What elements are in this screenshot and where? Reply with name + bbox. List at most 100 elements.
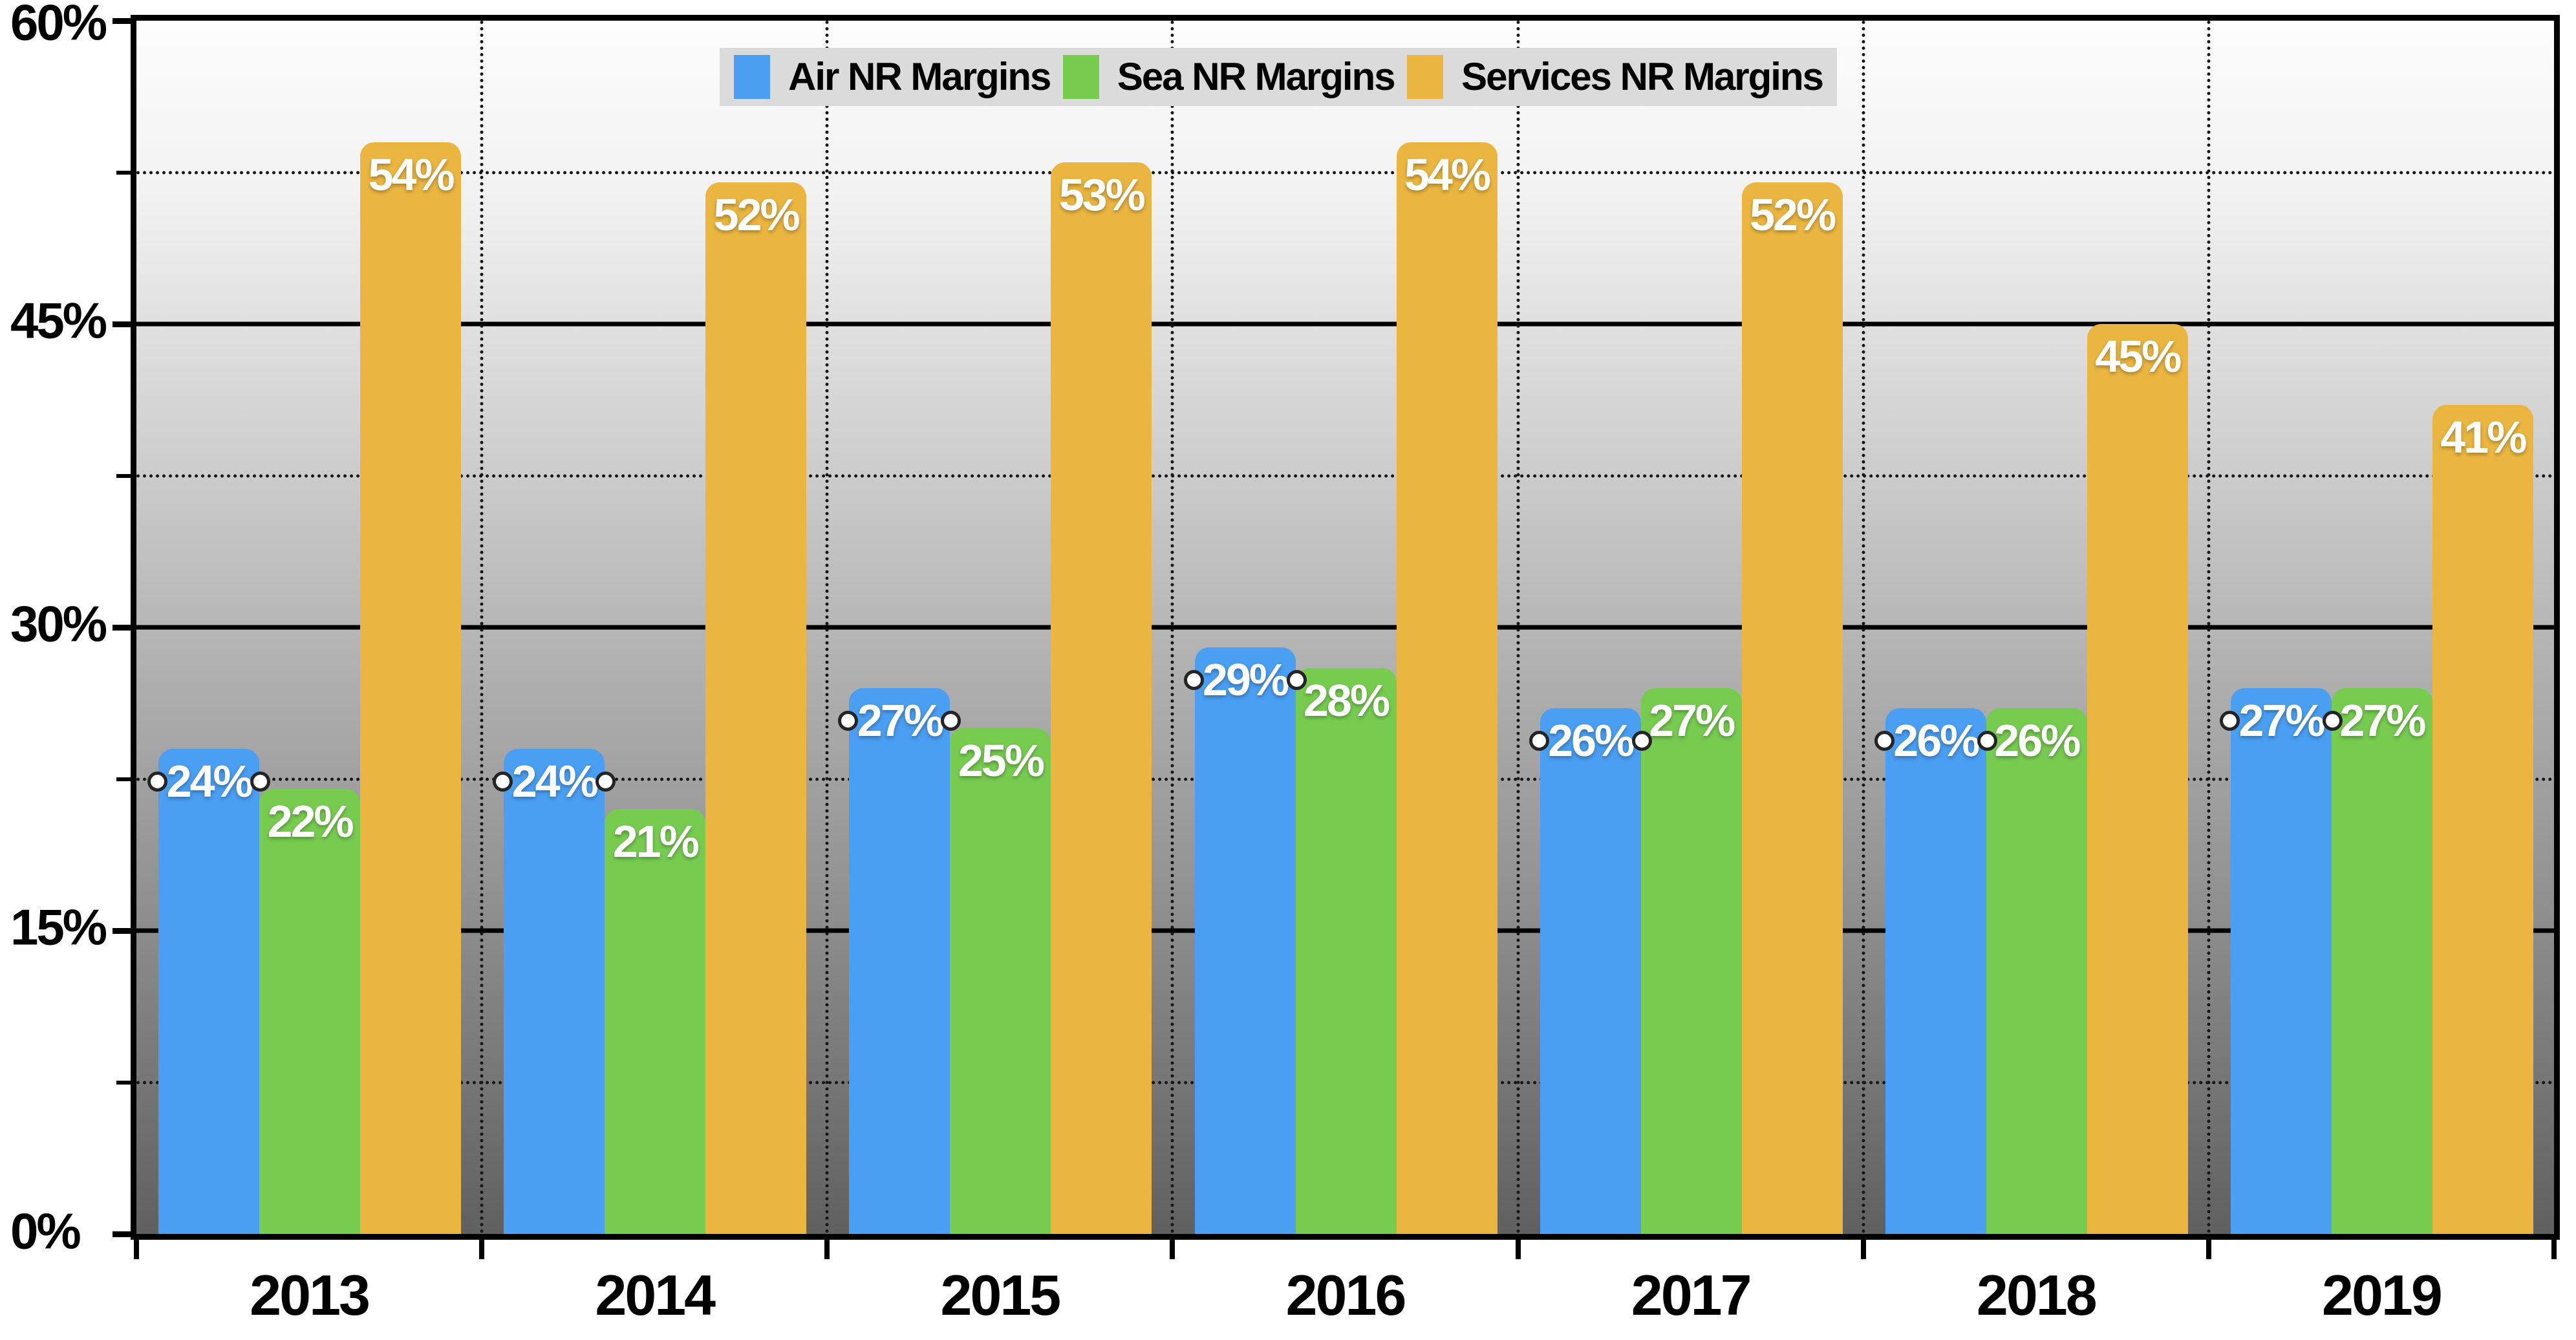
bar-group-2015: 27% 25% 53% bbox=[827, 21, 1172, 1234]
bar-group-2016: 29% 28% 54% bbox=[1172, 21, 1518, 1234]
bar-value-label: 21% bbox=[612, 816, 700, 867]
y-axis-label-45: 45% bbox=[10, 292, 107, 349]
edge-marker-icon[interactable] bbox=[1874, 731, 1894, 751]
edge-marker-icon[interactable] bbox=[1631, 731, 1652, 751]
y-axis-label-0: 0% bbox=[10, 1202, 81, 1260]
legend-item-services[interactable]: Services NR Margins bbox=[1407, 55, 1824, 99]
legend: Air NR Margins Sea NR Margins Services N… bbox=[720, 48, 1837, 106]
legend-swatch-sea-icon bbox=[1062, 55, 1099, 99]
bar-services-2013[interactable]: 54% bbox=[360, 142, 462, 1234]
bar-air-2017[interactable]: 26% bbox=[1529, 708, 1652, 1234]
bar-group-2013: 24% 22% 54% bbox=[136, 21, 482, 1234]
edge-marker-icon[interactable] bbox=[1977, 731, 1997, 751]
bar-value-label: 22% bbox=[267, 796, 354, 847]
bar-services-2015[interactable]: 53% bbox=[1051, 162, 1152, 1234]
bar-value-label: 27% bbox=[1649, 695, 1735, 746]
edge-marker-icon[interactable] bbox=[493, 771, 513, 792]
bar-value-label: 29% bbox=[1203, 654, 1289, 706]
x-axis-label-2015: 2015 bbox=[940, 1263, 1061, 1327]
edge-marker-icon[interactable] bbox=[838, 710, 859, 731]
legend-label-services: Services NR Margins bbox=[1461, 55, 1824, 98]
y-axis-minor-tick bbox=[116, 1080, 136, 1085]
y-axis-major-tick bbox=[113, 927, 136, 934]
x-axis-tick bbox=[134, 1240, 139, 1259]
edge-marker-icon[interactable] bbox=[1286, 670, 1307, 691]
edge-marker-icon[interactable] bbox=[941, 710, 961, 731]
edge-marker-icon[interactable] bbox=[147, 771, 168, 792]
bar-air-2015[interactable]: 27% bbox=[838, 687, 961, 1234]
edge-marker-icon[interactable] bbox=[250, 771, 271, 792]
bar-sea-2016[interactable]: 28% bbox=[1295, 667, 1397, 1234]
bar-group-2019: 27% 27% 41% bbox=[2209, 21, 2554, 1234]
edge-marker-icon[interactable] bbox=[596, 771, 616, 792]
category-separator bbox=[2207, 21, 2211, 1234]
x-axis-tick bbox=[479, 1240, 485, 1259]
y-axis-major-tick bbox=[113, 17, 136, 24]
bar-sea-2017[interactable]: 27% bbox=[1640, 687, 1742, 1234]
category-separator bbox=[1862, 21, 1865, 1234]
legend-item-sea[interactable]: Sea NR Margins bbox=[1062, 55, 1396, 99]
x-axis-label-2013: 2013 bbox=[250, 1263, 370, 1327]
y-axis-major-tick bbox=[113, 1231, 136, 1237]
x-axis-tick bbox=[824, 1240, 830, 1259]
bar-sea-2013[interactable]: 22% bbox=[259, 789, 361, 1234]
bar-air-2018[interactable]: 26% bbox=[1874, 708, 1997, 1234]
bar-services-2014[interactable]: 52% bbox=[705, 182, 807, 1234]
bar-sea-2018[interactable]: 26% bbox=[1986, 708, 2087, 1234]
bar-value-label: 26% bbox=[1893, 715, 1980, 766]
bar-value-label: 54% bbox=[1404, 149, 1491, 200]
y-axis-label-30: 30% bbox=[10, 595, 107, 653]
edge-marker-icon[interactable] bbox=[1529, 731, 1549, 751]
edge-marker-icon[interactable] bbox=[2220, 710, 2240, 731]
bar-value-label: 26% bbox=[1994, 715, 2081, 766]
bar-sea-2019[interactable]: 27% bbox=[2331, 687, 2432, 1234]
bar-services-2019[interactable]: 41% bbox=[2432, 405, 2533, 1234]
y-axis-major-tick bbox=[113, 321, 136, 327]
bar-sea-2015[interactable]: 25% bbox=[950, 728, 1051, 1234]
bar-air-2016[interactable]: 29% bbox=[1183, 647, 1307, 1234]
y-axis-label-60: 60% bbox=[10, 0, 107, 51]
legend-swatch-services-icon bbox=[1407, 55, 1444, 99]
bar-air-2014[interactable]: 24% bbox=[493, 748, 616, 1234]
bar-value-label: 52% bbox=[1750, 189, 1836, 241]
legend-swatch-air-icon bbox=[734, 55, 770, 99]
bar-services-2018[interactable]: 45% bbox=[2087, 324, 2188, 1234]
bar-value-label: 26% bbox=[1548, 715, 1635, 766]
x-axis-label-2014: 2014 bbox=[595, 1263, 716, 1327]
x-axis-tick bbox=[1860, 1240, 1866, 1259]
bar-group-2017: 26% 27% 52% bbox=[1518, 21, 1863, 1234]
gridline-minor-37.5 bbox=[136, 474, 2554, 477]
bar-value-label: 27% bbox=[857, 695, 944, 746]
bar-value-label: 24% bbox=[166, 755, 253, 806]
y-axis-minor-tick bbox=[116, 473, 136, 478]
bar-services-2017[interactable]: 52% bbox=[1741, 182, 1843, 1234]
y-axis-major-tick bbox=[113, 624, 136, 631]
bar-value-label: 54% bbox=[368, 149, 455, 200]
bar-value-label: 28% bbox=[1303, 675, 1390, 726]
bar-value-label: 53% bbox=[1058, 169, 1146, 220]
category-separator bbox=[1516, 21, 1520, 1234]
x-axis-label-2018: 2018 bbox=[1976, 1263, 2098, 1327]
bar-value-label: 24% bbox=[511, 755, 599, 806]
edge-marker-icon[interactable] bbox=[1183, 670, 1204, 691]
y-axis-minor-tick bbox=[116, 170, 136, 175]
category-separator bbox=[825, 21, 829, 1234]
gridline-major-45 bbox=[136, 321, 2554, 327]
bar-sea-2014[interactable]: 21% bbox=[605, 809, 706, 1234]
bar-air-2019[interactable]: 27% bbox=[2220, 687, 2343, 1234]
bar-value-label: 52% bbox=[713, 189, 800, 241]
x-axis-label-2016: 2016 bbox=[1285, 1263, 1407, 1327]
bar-air-2013[interactable]: 24% bbox=[147, 748, 271, 1234]
x-axis-tick bbox=[1170, 1240, 1175, 1259]
x-axis-tick bbox=[2206, 1240, 2211, 1259]
gridline-major-30 bbox=[136, 625, 2554, 630]
x-axis-tick bbox=[1515, 1240, 1521, 1259]
plot-area: 24% 22% 54% 24% 21% 52% 27% 25% 53% 29% 28% 54% 26% 2… bbox=[136, 21, 2554, 1234]
legend-item-air[interactable]: Air NR Margins bbox=[734, 55, 1051, 99]
bar-services-2016[interactable]: 54% bbox=[1396, 142, 1497, 1234]
edge-marker-icon[interactable] bbox=[2322, 710, 2343, 731]
bar-group-2018: 26% 26% 45% bbox=[1863, 21, 2209, 1234]
x-axis-tick bbox=[2551, 1240, 2557, 1259]
legend-label-sea: Sea NR Margins bbox=[1117, 55, 1396, 98]
